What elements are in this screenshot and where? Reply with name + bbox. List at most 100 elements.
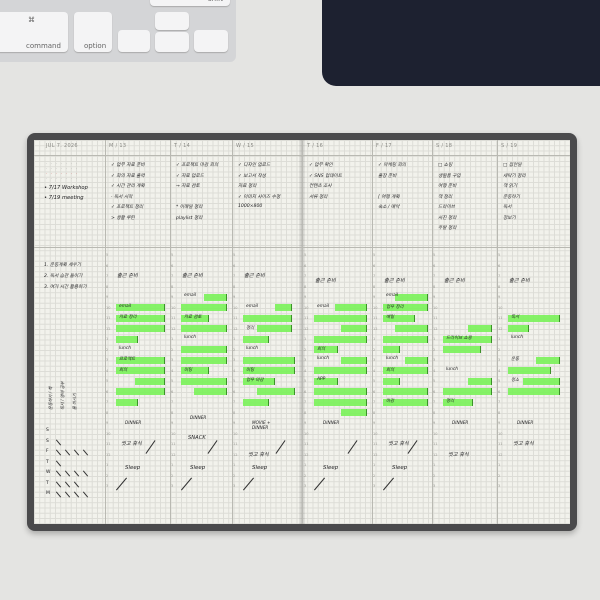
activity-label: 미팅 <box>184 367 193 373</box>
hour-label: 11 <box>433 442 438 446</box>
highlight-bar <box>382 377 400 385</box>
todo-item: ✓ 프로젝트 정리 <box>111 205 144 210</box>
todo-item: 주말 정리 <box>438 226 457 231</box>
todo-item: 장보기 <box>503 215 516 221</box>
hour-label: 12 <box>106 452 111 457</box>
hour-label: 9 <box>171 295 174 299</box>
hour-label: 5 <box>233 379 236 383</box>
highlight-bar <box>180 356 228 364</box>
todo-item: 자료 정리 <box>238 184 257 189</box>
hour-label: 5 <box>106 253 109 257</box>
hour-label: 1 <box>233 463 236 467</box>
highlight-bar <box>523 377 560 385</box>
command-key[interactable]: ⌘ command <box>0 12 68 52</box>
hour-label: 2 <box>373 347 376 352</box>
hour-label: 1 <box>433 463 436 467</box>
hour-label: 2 <box>498 473 501 478</box>
hour-label: 8 <box>498 410 501 415</box>
extra-label: SNACK <box>188 434 206 441</box>
todo-item: 생필품 구입 <box>438 173 461 179</box>
hour-label: 3 <box>171 484 174 488</box>
todo-item: playlist 정리 <box>176 215 203 221</box>
option-key[interactable]: option <box>74 12 112 52</box>
hour-label: 1 <box>304 463 307 467</box>
calendar-day: · <box>56 172 58 176</box>
highlight-bar <box>508 314 560 322</box>
hour-label: 12 <box>171 326 176 331</box>
goal-item: 3. 여가 시간 활용하기 <box>44 285 87 290</box>
hour-label: 12 <box>171 452 176 457</box>
hour-label: 6 <box>373 263 376 268</box>
activity-label: 자료 정리 <box>119 315 137 320</box>
hour-label: 3 <box>304 484 307 488</box>
hour-label: 4 <box>106 368 109 373</box>
activity-label: 정리 <box>246 325 255 331</box>
highlight-bar <box>242 314 293 322</box>
highlight-bar <box>535 356 560 364</box>
arrow-right-key[interactable] <box>194 30 228 52</box>
vertical-note: 독서 / 영어 공부 <box>60 381 65 410</box>
sleep-label: Sleep <box>392 465 408 472</box>
hour-label: 8 <box>304 284 307 289</box>
hour-label: 5 <box>433 253 436 257</box>
hour-label: 3 <box>373 358 376 362</box>
hour-label: 2 <box>433 347 436 352</box>
todo-item: ✓ 마케팅 회의 <box>378 163 406 168</box>
highlight-bar <box>508 388 560 395</box>
hour-label: 7 <box>373 274 376 278</box>
activity-label: email <box>184 293 197 298</box>
hour-label: 2 <box>304 473 307 478</box>
hour-label: 1 <box>498 463 501 467</box>
hour-label: 10 <box>373 431 378 436</box>
highlight-bar <box>180 314 210 322</box>
wake-routine: 출근 준비 <box>315 278 336 285</box>
mouse-pad <box>322 0 600 86</box>
activity-label: 프로젝트 <box>119 357 136 362</box>
arrow-left-key[interactable] <box>118 30 150 52</box>
hour-label: 8 <box>171 410 174 415</box>
calendar-day: · <box>66 167 68 171</box>
hour-label: 8 <box>433 410 436 415</box>
hour-label: 6 <box>373 389 376 394</box>
hour-label: 3 <box>233 358 236 362</box>
hour-label: 7 <box>171 274 174 278</box>
activity-label: lunch <box>246 345 258 351</box>
highlight-bar <box>442 388 493 395</box>
dinner-label: DINNER <box>125 420 142 425</box>
todo-item: ✓ 이미지 사이즈 수정 <box>238 194 281 200</box>
hour-label: 3 <box>498 484 501 488</box>
activity-label: 회의 <box>386 367 395 373</box>
highlight-bar <box>334 304 368 311</box>
activity-label: 업무 마감 <box>246 378 264 383</box>
calendar-day: · <box>56 162 58 166</box>
highlight-bar <box>467 325 493 332</box>
calendar-day: · <box>71 172 73 176</box>
todo-item: ✓ 업무 자료 준비 <box>111 163 145 168</box>
column-divider <box>170 140 171 524</box>
highlight-bar <box>382 335 428 343</box>
hour-label: 12 <box>373 452 378 457</box>
highlight-bar <box>180 367 210 374</box>
column-divider <box>105 140 106 524</box>
day-header: T / 16 <box>307 143 324 149</box>
calendar-day: · <box>61 162 63 166</box>
hour-label: 6 <box>106 389 109 394</box>
highlight-bar <box>313 314 368 322</box>
hour-label: 1 <box>106 463 109 467</box>
arrow-up-key[interactable] <box>155 12 189 30</box>
hour-label: 2 <box>304 347 307 352</box>
day-header: T / 14 <box>174 143 191 149</box>
activity-label: lunch <box>386 356 398 361</box>
shift-key[interactable]: shift <box>150 0 230 6</box>
highlight-bar <box>382 367 428 374</box>
arrow-down-key[interactable] <box>155 32 189 52</box>
hour-label: 9 <box>373 421 376 425</box>
todo-item: 1000×800 <box>238 204 263 209</box>
hour-label: 4 <box>373 368 376 373</box>
hour-label: 9 <box>433 295 436 299</box>
calendar-day: · <box>76 162 78 166</box>
highlight-bar <box>313 346 338 353</box>
todo-item: [ 여행 계획 <box>378 194 400 200</box>
goal-item: 2. 독서 습관 들이기 <box>44 274 83 279</box>
sleep-label: Sleep <box>323 465 339 472</box>
